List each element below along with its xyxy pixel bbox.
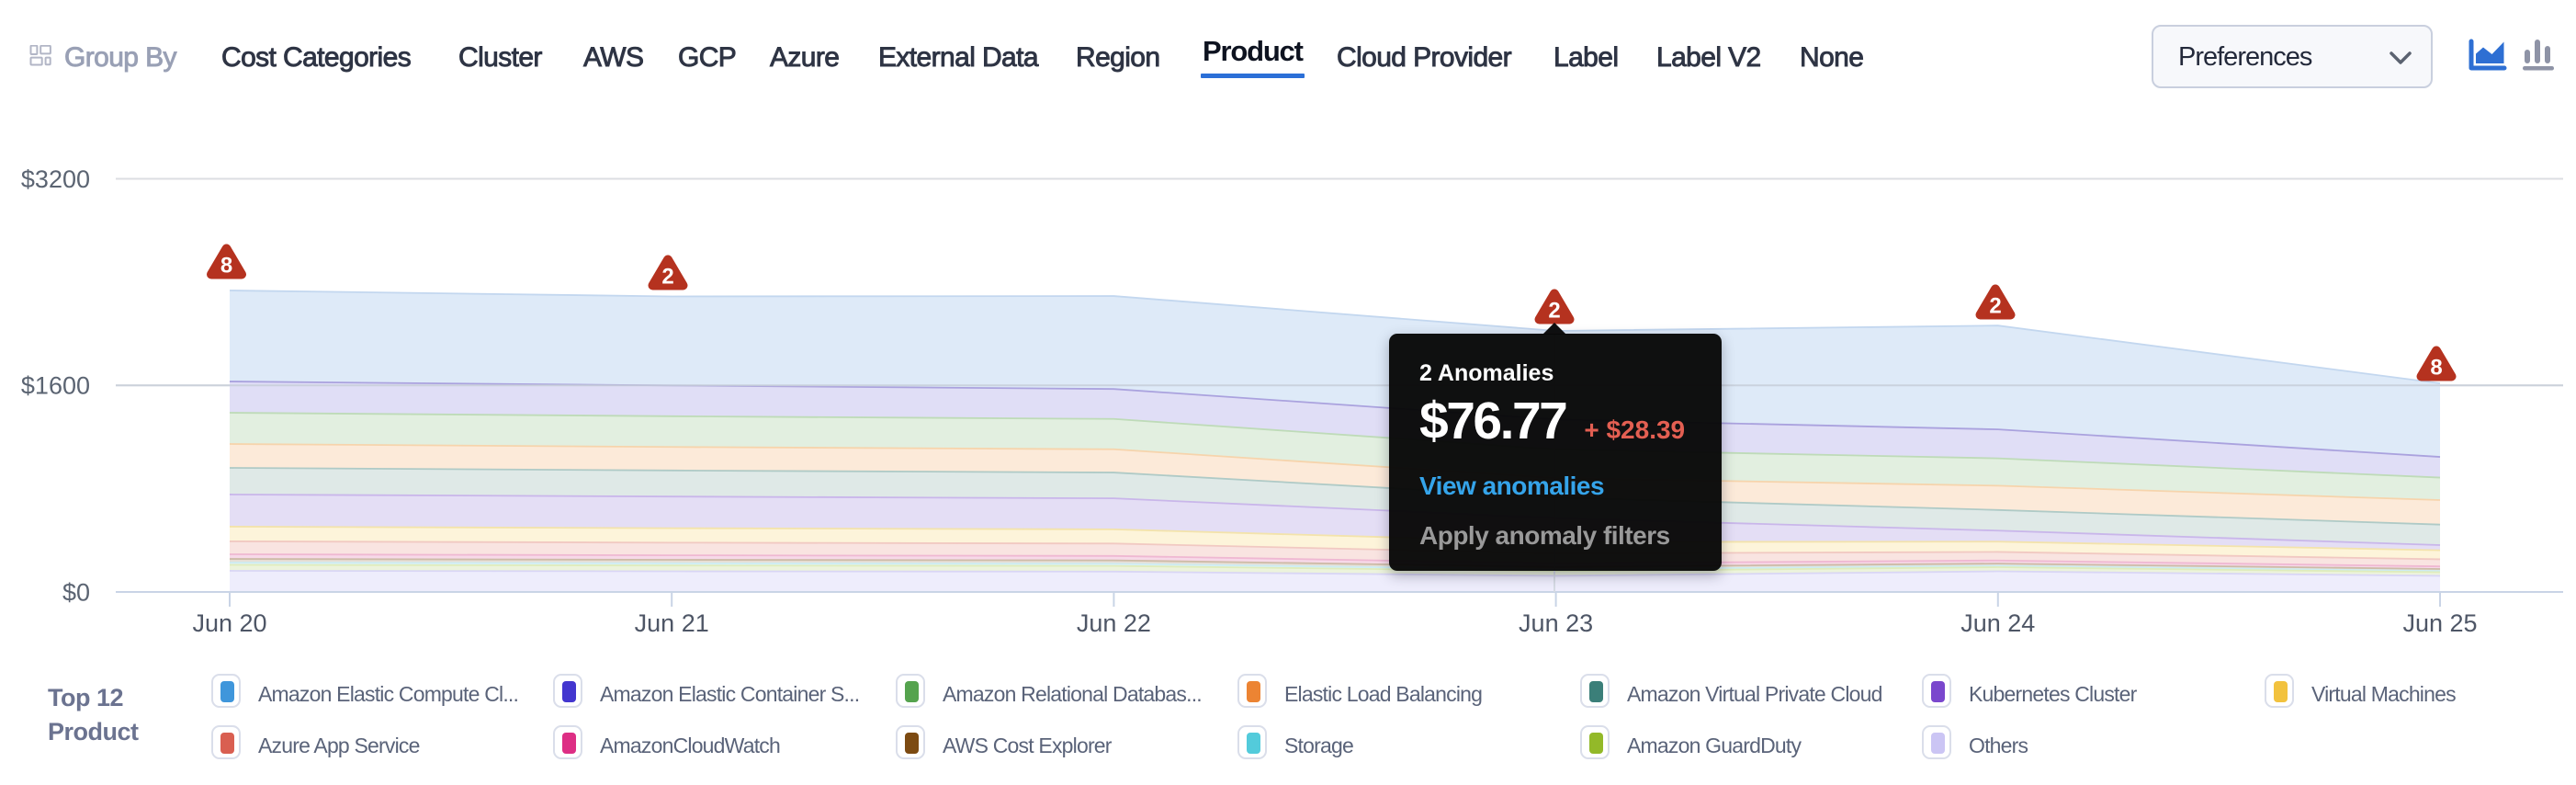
svg-text:Jun 25: Jun 25 (2402, 609, 2477, 637)
svg-text:8: 8 (2430, 356, 2442, 381)
svg-text:$0: $0 (62, 579, 90, 607)
svg-text:Jun 20: Jun 20 (192, 609, 266, 637)
svg-text:2: 2 (1548, 299, 1560, 324)
svg-text:2: 2 (1989, 294, 2001, 319)
svg-text:Jun 23: Jun 23 (1519, 609, 1593, 637)
svg-text:$3200: $3200 (21, 165, 90, 193)
svg-text:$1600: $1600 (21, 372, 90, 400)
svg-text:8: 8 (220, 254, 232, 279)
svg-text:Jun 22: Jun 22 (1077, 609, 1151, 637)
svg-text:Jun 21: Jun 21 (635, 609, 709, 637)
svg-text:Jun 24: Jun 24 (1960, 609, 2035, 637)
svg-text:2: 2 (661, 265, 673, 290)
